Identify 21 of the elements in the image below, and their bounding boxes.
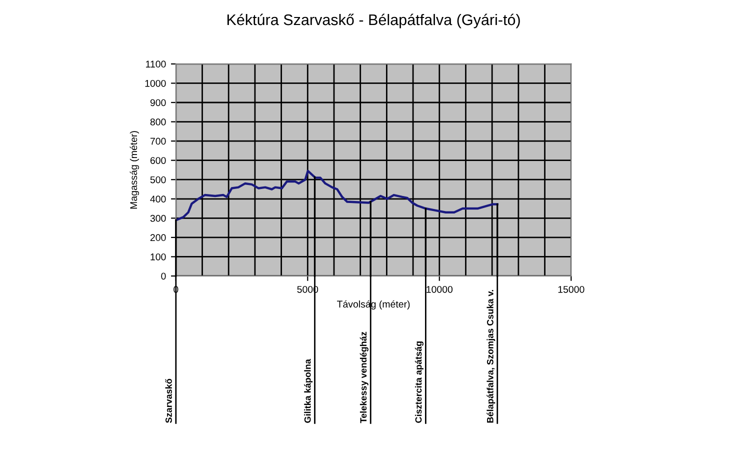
chart-title: Kéktúra Szarvaskő - Bélapátfalva (Gyári-tó) <box>227 14 520 28</box>
ref-line-label: Gilitka kápolna <box>304 358 313 423</box>
y-tick-label: 400 <box>150 196 166 203</box>
ref-line-label: Telekessy vendégház <box>360 332 368 424</box>
y-tick-label: 200 <box>150 234 166 242</box>
y-tick-label: 600 <box>150 157 166 164</box>
y-tick-label: 500 <box>150 176 166 184</box>
y-axis-title: Magasság (méter) <box>130 131 139 209</box>
y-tick-label: 700 <box>150 138 166 145</box>
y-tick-label: 0 <box>161 272 166 280</box>
y-tick-label: 100 <box>150 253 166 260</box>
y-tick-label: 300 <box>150 214 166 222</box>
ref-line-label: Szarvaskő <box>165 378 172 423</box>
y-tick-label: 1000 <box>145 80 166 87</box>
ref-line-label: Cisztercita apátság <box>414 342 424 423</box>
x-tick-label: 15000 <box>558 286 584 293</box>
x-tick-label: 10000 <box>426 286 453 293</box>
y-tick-label: 900 <box>150 99 166 106</box>
ref-line-label: Bélapátfalva, Szomjas Csuka v. <box>486 290 496 423</box>
y-tick-label: 800 <box>150 118 166 126</box>
y-tick-label: 1100 <box>146 60 166 68</box>
